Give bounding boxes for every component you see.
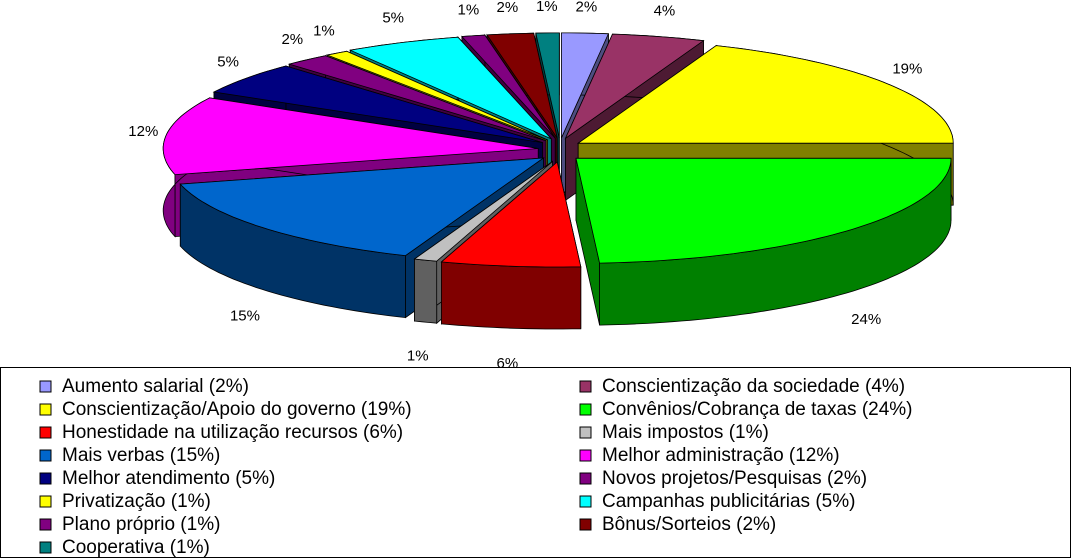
legend-swatch bbox=[579, 472, 592, 485]
legend-label: Conscientização/Apoio do governo (19%) bbox=[62, 399, 412, 420]
slice-wall bbox=[414, 258, 438, 324]
legend-label: Convênios/Cobrança de taxas (24%) bbox=[602, 399, 913, 420]
data-label: 12% bbox=[128, 123, 158, 140]
data-label: 1% bbox=[407, 348, 429, 365]
legend-swatch bbox=[579, 380, 592, 393]
slice-top bbox=[535, 32, 560, 138]
legend-label: Mais impostos (1%) bbox=[602, 422, 769, 443]
slice-top bbox=[564, 33, 705, 140]
data-label: 24% bbox=[851, 311, 881, 328]
legend-swatch bbox=[39, 449, 52, 462]
data-label: 6% bbox=[497, 355, 519, 372]
slice-top bbox=[576, 45, 954, 144]
legend-swatch bbox=[39, 403, 52, 416]
data-label: 2% bbox=[576, 0, 598, 15]
legend-swatch bbox=[579, 518, 592, 531]
slice-wall bbox=[440, 261, 582, 330]
slice-top bbox=[413, 161, 553, 262]
legend-label: Melhor atendimento (5%) bbox=[62, 468, 275, 489]
legend-label: Cooperativa (1%) bbox=[62, 537, 210, 558]
legend-swatch bbox=[579, 403, 592, 416]
data-label: 19% bbox=[892, 61, 922, 78]
legend-swatch bbox=[579, 449, 592, 462]
legend-label: Conscientização da sociedade (4%) bbox=[602, 376, 905, 397]
slice-top bbox=[287, 55, 547, 142]
slice-top bbox=[212, 65, 543, 143]
legend-label: Privatização (1%) bbox=[62, 491, 211, 512]
slice-top bbox=[162, 97, 539, 176]
legend-label: Mais verbas (15%) bbox=[62, 445, 220, 466]
legend-label: Melhor administração (12%) bbox=[602, 445, 840, 466]
legend-label: Plano próprio (1%) bbox=[62, 514, 220, 535]
legend-swatch bbox=[39, 472, 52, 485]
slice-top bbox=[561, 32, 610, 139]
legend-swatch bbox=[39, 380, 52, 393]
legend-label: Aumento salarial (2%) bbox=[62, 376, 249, 397]
pie-slice bbox=[575, 157, 952, 326]
data-label: 1% bbox=[536, 0, 558, 15]
data-label: 15% bbox=[230, 308, 260, 325]
legend-swatch bbox=[579, 495, 592, 508]
data-label: 2% bbox=[281, 31, 303, 48]
data-label: 4% bbox=[654, 2, 676, 19]
legend-swatch bbox=[39, 495, 52, 508]
legend-label: Novos projetos/Pesquisas (2%) bbox=[602, 468, 867, 489]
slice-top bbox=[461, 34, 556, 139]
data-label: 5% bbox=[217, 53, 239, 70]
slice-top bbox=[440, 161, 582, 268]
legend-label: Honestidade na utilização recursos (6%) bbox=[62, 422, 403, 443]
slice-top bbox=[575, 157, 952, 264]
slice-top bbox=[179, 157, 545, 257]
data-label: 1% bbox=[313, 23, 335, 40]
data-label: 5% bbox=[382, 10, 404, 27]
legend-swatch bbox=[39, 426, 52, 439]
data-label: 2% bbox=[497, 0, 519, 16]
slice-top bbox=[348, 36, 552, 140]
legend-label: Bônus/Sorteios (2%) bbox=[602, 514, 776, 535]
pie-slice bbox=[440, 161, 582, 330]
legend-swatch bbox=[39, 518, 52, 531]
data-label: 1% bbox=[458, 1, 480, 18]
legend-swatch bbox=[39, 541, 52, 554]
legend-label: Campanhas publicitárias (5%) bbox=[602, 491, 855, 512]
slice-top bbox=[486, 32, 558, 139]
legend-box bbox=[0, 367, 1071, 558]
slice-top bbox=[325, 50, 548, 141]
legend: Aumento salarial (2%) Conscientização da … bbox=[39, 376, 913, 558]
legend-swatch bbox=[579, 426, 592, 439]
